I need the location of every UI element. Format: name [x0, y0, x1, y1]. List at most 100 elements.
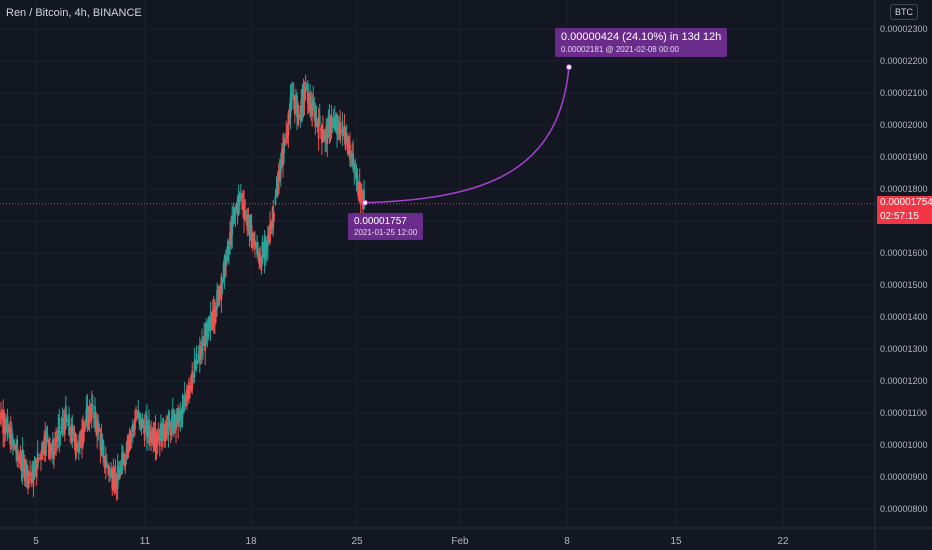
candle-body: [114, 473, 117, 482]
candle-body: [323, 132, 325, 142]
countdown-label: 02:57:15: [877, 210, 932, 224]
candle-body: [128, 432, 131, 451]
candle-body: [224, 256, 227, 277]
candle-body: [89, 408, 92, 419]
candle-body: [330, 117, 333, 129]
candle-body: [338, 128, 341, 133]
candle-body: [184, 399, 187, 402]
candle-body: [96, 419, 99, 437]
candle-body: [208, 317, 211, 330]
candle-body: [315, 118, 318, 121]
candle-body: [60, 426, 63, 429]
candle-body: [171, 410, 174, 433]
candle-body: [121, 452, 123, 474]
projection-annotation[interactable]: 0.00000424 (24.10%) in 13d 12h 0.0000218…: [555, 28, 728, 57]
candle-body: [359, 185, 362, 204]
candle-body: [298, 115, 301, 117]
candle-body: [34, 460, 37, 476]
candle-body: [158, 429, 161, 446]
candle-body: [222, 263, 225, 281]
projection-start-point[interactable]: [362, 199, 368, 206]
candle-body: [288, 115, 291, 117]
candle-body: [218, 287, 221, 305]
candle-body: [64, 405, 67, 428]
x-tick-label: 15: [670, 536, 682, 547]
candle-body: [68, 414, 70, 436]
candle-body: [212, 307, 215, 325]
candle-body: [339, 122, 342, 140]
candle-body: [81, 428, 83, 447]
candle-body: [48, 437, 51, 458]
candle-body: [306, 83, 309, 104]
candle-body: [14, 445, 16, 450]
candle-body: [99, 433, 102, 450]
projection-end-point[interactable]: [566, 64, 572, 71]
y-tick-label: 0.00001500: [880, 280, 928, 290]
candle-body: [313, 107, 316, 119]
candle-body: [293, 95, 296, 115]
candle-body: [259, 255, 262, 267]
candle-body: [157, 434, 160, 440]
y-tick-label: 0.00001200: [880, 376, 928, 386]
candle-body: [143, 425, 146, 441]
candle-body: [141, 417, 144, 429]
candle-body: [226, 240, 229, 261]
candle-body: [93, 413, 95, 418]
candle-body: [353, 163, 356, 171]
candle-body: [248, 214, 251, 235]
candle-body: [192, 374, 195, 376]
candle-body: [28, 471, 30, 475]
candle-body: [176, 408, 178, 423]
y-tick-label: 0.00001400: [880, 312, 928, 322]
candle-body: [210, 319, 213, 322]
candle-body: [142, 425, 145, 427]
candle-body: [272, 206, 275, 229]
candle-body: [15, 448, 18, 453]
candle-body: [76, 443, 79, 451]
y-tick-label: 0.00002200: [880, 56, 928, 66]
projection-curve[interactable]: [364, 67, 570, 204]
candle-body: [36, 452, 39, 468]
candle-body: [179, 410, 182, 420]
candle-body: [117, 474, 120, 481]
candle-body: [329, 118, 332, 135]
candle-body: [264, 236, 267, 256]
candle-body: [77, 441, 80, 453]
candle-body: [256, 242, 258, 255]
candle-body: [16, 439, 19, 461]
candle-body: [308, 92, 310, 111]
candle-body: [20, 461, 23, 470]
candle-body: [191, 370, 194, 390]
candle-body: [30, 474, 33, 476]
y-tick-label: 0.00002100: [880, 88, 928, 98]
candle-body: [82, 422, 85, 445]
candle-body: [197, 354, 200, 361]
candle-body: [357, 182, 360, 199]
candle-body: [57, 427, 60, 441]
candle-body: [41, 442, 43, 460]
candle-body: [286, 134, 289, 139]
candle-body: [162, 417, 164, 441]
candle-body: [19, 456, 22, 469]
candle-body: [183, 396, 186, 410]
candle-body: [217, 290, 220, 303]
start-point-annotation[interactable]: 0.00001757 2021-01-25 12:00: [348, 213, 424, 240]
candle-body: [189, 387, 191, 389]
candle-body: [95, 419, 97, 428]
candle-body: [153, 429, 156, 449]
candle-body: [10, 428, 13, 447]
start-date-label: 2021-01-25 12:00: [354, 228, 418, 237]
candle-body: [175, 418, 177, 430]
candle-body: [23, 459, 26, 482]
candle-body: [168, 421, 171, 429]
candle-body: [266, 236, 269, 247]
candle-body: [180, 412, 183, 416]
candle-body: [319, 128, 322, 131]
candle-body: [84, 422, 87, 424]
candle-body: [181, 405, 184, 418]
currency-button[interactable]: BTC: [890, 4, 918, 20]
candle-body: [98, 429, 101, 432]
candle-body: [309, 94, 311, 108]
candle-body: [300, 99, 303, 120]
